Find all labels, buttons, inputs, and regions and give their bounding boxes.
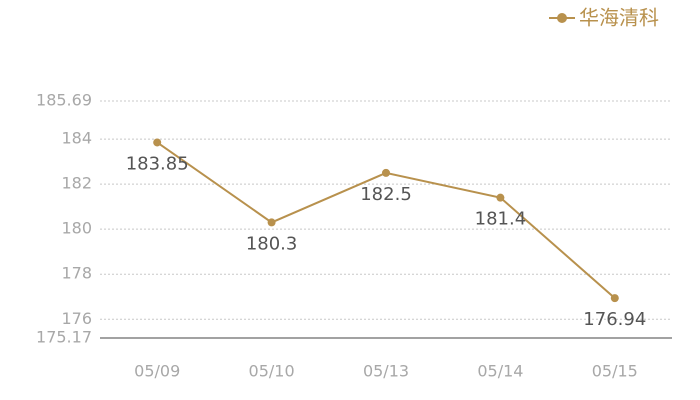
y-tick-label: 182: [61, 174, 92, 193]
y-tick-label: 185.69: [36, 91, 92, 110]
y-tick-label: 175.17: [36, 328, 92, 347]
y-tick-label: 178: [61, 264, 92, 283]
x-tick-label: 05/14: [477, 362, 523, 381]
x-tick-label: 05/09: [134, 362, 180, 381]
y-tick-label: 176: [61, 309, 92, 328]
x-tick-label: 05/15: [592, 362, 638, 381]
data-point: [382, 168, 390, 177]
data-label: 182.5: [360, 184, 412, 205]
x-tick-label: 05/10: [249, 362, 295, 381]
x-tick-label: 05/13: [363, 362, 409, 381]
data-label: 181.4: [475, 209, 527, 230]
data-label: 176.94: [583, 309, 646, 330]
legend-marker: [557, 13, 567, 23]
data-point: [610, 294, 619, 303]
legend-label: 华海清科: [579, 6, 659, 30]
data-label: 180.3: [246, 233, 298, 254]
y-tick-label: 180: [61, 219, 92, 238]
series-line: [156, 141, 616, 299]
y-tick-label: 184: [61, 129, 92, 148]
data-label: 183.85: [126, 153, 189, 174]
data-point: [153, 138, 162, 147]
data-point: [267, 218, 276, 227]
data-point: [496, 193, 505, 202]
